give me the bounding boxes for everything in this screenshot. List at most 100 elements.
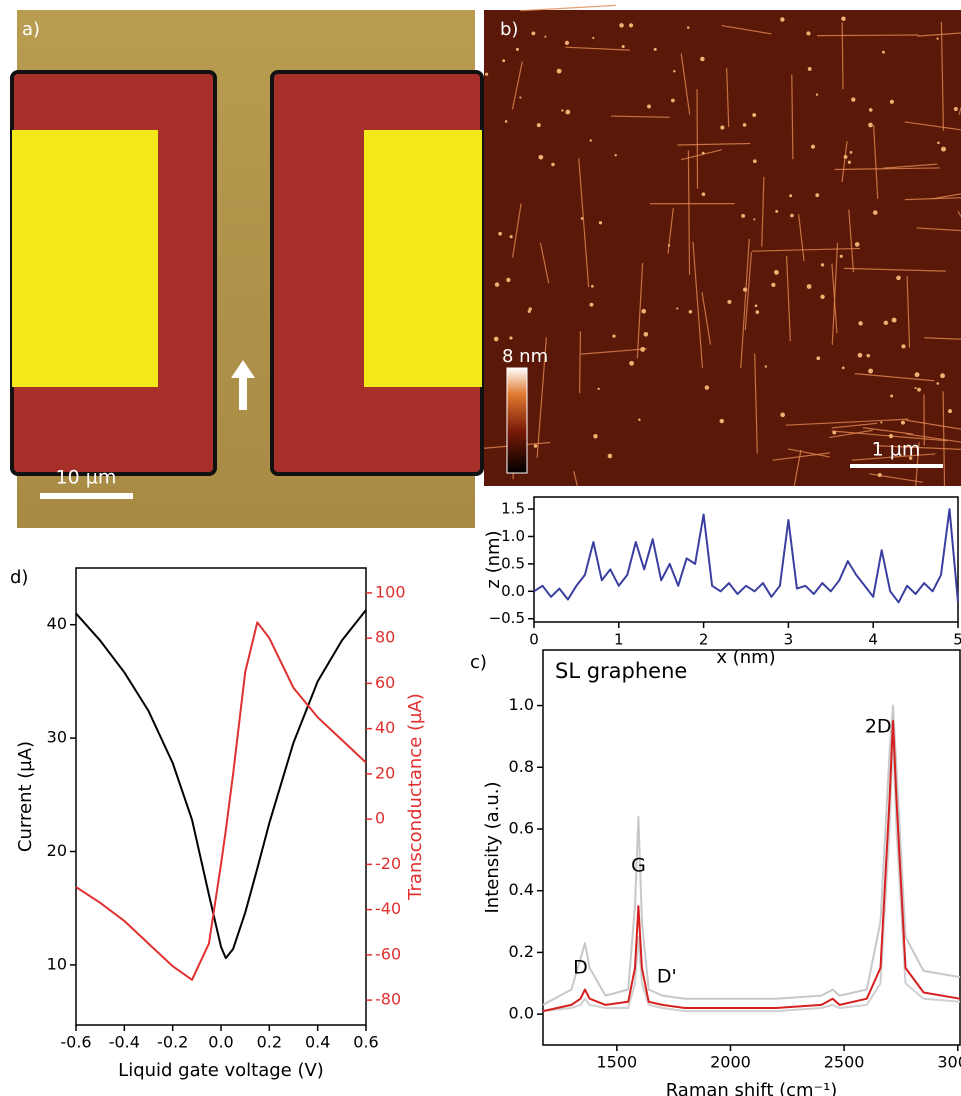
particle — [590, 303, 594, 307]
x-tick-label: 3 — [784, 631, 794, 649]
particle — [765, 365, 767, 367]
particle — [629, 361, 634, 366]
x-tick-label: -0.4 — [109, 1033, 140, 1052]
particle — [948, 409, 952, 413]
scale-bar-label: 1 µm — [872, 439, 921, 461]
particle — [671, 99, 675, 103]
particle — [842, 366, 845, 369]
particle — [644, 332, 649, 337]
particle — [915, 372, 920, 377]
y-axis-label: Current (µA) — [15, 741, 36, 852]
x-tick-label: 0.2 — [257, 1033, 282, 1052]
x-tick-label: -0.6 — [60, 1033, 91, 1052]
particle — [673, 70, 675, 72]
data-line — [76, 610, 366, 958]
y-tick-label: 0.2 — [509, 942, 534, 961]
particle — [700, 57, 705, 62]
particle — [597, 388, 599, 390]
particle — [753, 159, 757, 163]
chart: 15002000250030000.00.20.40.60.81.0DGD'2D… — [470, 650, 961, 1096]
particle — [727, 300, 731, 304]
x-tick-label: 2500 — [824, 1053, 865, 1072]
flake-edge — [520, 5, 616, 10]
particle — [676, 307, 678, 309]
x-tick-label: 3000 — [937, 1053, 961, 1072]
x-axis-label: Liquid gate voltage (V) — [118, 1060, 324, 1081]
particle — [869, 108, 873, 112]
particle — [534, 444, 538, 448]
particle — [720, 125, 724, 129]
particle — [890, 394, 893, 397]
particle — [789, 194, 792, 197]
particle — [668, 244, 670, 246]
x-tick-label: 0 — [529, 631, 539, 649]
particle — [510, 235, 513, 238]
x-axis-label: Raman shift (cm⁻¹) — [666, 1080, 838, 1096]
particle — [821, 263, 824, 266]
particle — [509, 336, 512, 339]
particle — [592, 37, 594, 39]
particle — [771, 283, 775, 287]
y-tick-label: 0.5 — [501, 554, 525, 572]
y2-tick-label: 100 — [375, 582, 406, 601]
particle — [954, 107, 958, 111]
x-tick-label: 0.6 — [353, 1033, 378, 1052]
panel-label: c) — [470, 652, 487, 673]
particle — [641, 309, 646, 314]
colorbar-label: 8 nm — [502, 346, 548, 367]
annotation: D' — [657, 966, 677, 988]
chart-title: SL graphene — [555, 659, 687, 683]
y-tick-label: 0.0 — [509, 1004, 534, 1023]
particle — [873, 210, 878, 215]
particle — [855, 242, 860, 247]
y2-tick-label: 40 — [375, 718, 395, 737]
annotation: G — [631, 855, 646, 877]
particle — [702, 152, 705, 155]
particle — [858, 353, 863, 358]
particle — [807, 284, 812, 289]
particle — [844, 155, 848, 159]
particle — [537, 123, 541, 127]
particle — [832, 431, 836, 435]
particle — [816, 356, 820, 360]
x-tick-label: 2000 — [710, 1053, 751, 1072]
particle — [544, 36, 546, 38]
particle — [498, 232, 502, 236]
data-line — [534, 509, 958, 602]
particle — [915, 387, 917, 389]
particle — [654, 48, 657, 51]
particle — [936, 38, 938, 40]
annotation: D — [573, 956, 588, 978]
panel-label: d) — [10, 567, 28, 588]
y-tick-label: 0.4 — [509, 880, 534, 899]
y-tick-label: 0.0 — [501, 582, 525, 600]
particle — [551, 163, 554, 166]
x-tick-label: -0.2 — [157, 1033, 188, 1052]
particle — [901, 421, 905, 425]
particle — [494, 337, 499, 342]
afm-background — [484, 10, 961, 486]
y-axis-label: z (nm) — [483, 530, 504, 588]
particle — [936, 382, 939, 385]
y-tick-label: 1.5 — [501, 500, 525, 518]
particle — [816, 94, 818, 96]
particle — [612, 334, 615, 337]
y-tick-label: 20 — [47, 841, 67, 860]
contact-pad — [364, 130, 482, 387]
particle — [755, 304, 758, 307]
particle — [851, 97, 855, 101]
particle — [892, 318, 897, 323]
x-tick-label: 1 — [614, 631, 624, 649]
particle — [561, 109, 563, 111]
page: a) 10 µm b) 8 nm 1 µm 012345−0.50.00.51.… — [0, 0, 961, 1096]
afm-image — [484, 5, 961, 486]
figure: a) 10 µm b) 8 nm 1 µm 012345−0.50.00.51.… — [0, 0, 961, 1096]
particle — [840, 255, 843, 258]
particle — [743, 287, 747, 291]
particle — [850, 151, 853, 154]
particle — [753, 218, 755, 220]
particle — [608, 454, 613, 459]
particle — [896, 276, 901, 281]
particle — [528, 310, 531, 313]
